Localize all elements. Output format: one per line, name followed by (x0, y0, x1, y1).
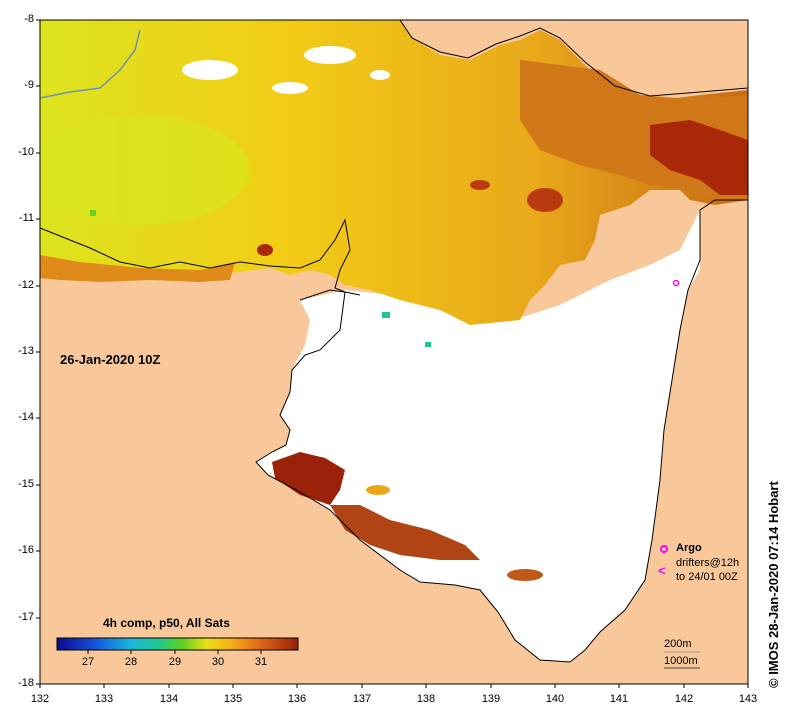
argo-legend-label: Argo (676, 542, 702, 554)
sea-very-hot-patch (527, 188, 563, 212)
lat-tick-label: -15 (18, 478, 34, 490)
cloud-patch (182, 60, 238, 80)
lon-tick-label: 143 (738, 693, 758, 705)
lat-tick-label: -8 (24, 13, 34, 25)
lon-tick-label: 137 (352, 693, 372, 705)
lat-tick-label: -9 (24, 79, 34, 91)
gulf-cloud-area (256, 210, 700, 662)
lat-tick-label: -18 (18, 677, 34, 689)
sea-green-speck (90, 210, 96, 216)
coastline (40, 218, 361, 296)
colorbar-tick-label: 30 (211, 656, 225, 668)
lat-tick-label: -16 (18, 544, 34, 556)
lon-tick-label: 132 (30, 693, 50, 705)
lon-tick-label: 139 (481, 693, 501, 705)
colorbar-tick-label: 28 (124, 656, 138, 668)
colorbar-ticks (87, 650, 262, 654)
contour-1000-label: 1000m (664, 655, 698, 667)
sea-hot-southwest (40, 255, 235, 282)
lon-tick-label: 140 (545, 693, 565, 705)
lat-tick-label: -12 (18, 279, 34, 291)
colorbar (56, 637, 299, 651)
lat-tick-label: -14 (18, 411, 34, 423)
sea-cool-west (40, 115, 250, 225)
lat-tick-label: -13 (18, 345, 34, 357)
lon-tick-label: 138 (416, 693, 436, 705)
colorbar-tick-label: 29 (168, 656, 182, 668)
colorbar-tick-label: 27 (81, 656, 95, 668)
drifters-legend-line1: drifters@12h (676, 557, 740, 569)
lon-tick-label: 134 (159, 693, 179, 705)
contour-200-label: 200m (664, 638, 692, 650)
lon-tick-label: 133 (94, 693, 114, 705)
sea-hot-patch (507, 569, 543, 581)
lat-tick-label: -10 (18, 146, 34, 158)
lat-tick-label: -11 (18, 212, 34, 224)
coastline (569, 199, 748, 663)
drifters-legend-line2: to 24/01 00Z (676, 571, 738, 583)
cloud-patch (304, 46, 356, 64)
lat-tick-label: -17 (18, 611, 34, 623)
colorbar-title: 4h comp, p50, All Sats (103, 616, 230, 630)
argo-symbol (660, 545, 668, 553)
sea-very-hot-patch (257, 244, 273, 256)
lon-tick-label: 141 (609, 693, 629, 705)
lon-tick-label: 136 (287, 693, 307, 705)
drifter-symbol: < (658, 563, 666, 578)
sea-very-hot-patch (470, 180, 490, 190)
sea-warm-patch (366, 485, 390, 495)
imos-credit: © IMOS 28-Jan-2020 07:14 Hobart (766, 481, 781, 688)
lon-tick-label: 135 (223, 693, 243, 705)
argo-float (672, 279, 680, 287)
date-label: 26-Jan-2020 10Z (60, 352, 161, 367)
sea-very-hot-east (650, 120, 748, 195)
sea-green-speck (382, 312, 390, 318)
river (40, 29, 141, 99)
sea-very-hot-south (272, 452, 345, 505)
colorbar-tick-label: 31 (254, 656, 268, 668)
cloud-patch (272, 82, 308, 94)
sea-hot-south (330, 505, 480, 560)
cloud-patch (370, 70, 390, 80)
coastline (399, 20, 748, 97)
lon-tick-label: 142 (674, 693, 694, 705)
coastline (255, 289, 571, 663)
sea-green-speck (425, 342, 431, 347)
axis-tick-marks (36, 19, 749, 688)
